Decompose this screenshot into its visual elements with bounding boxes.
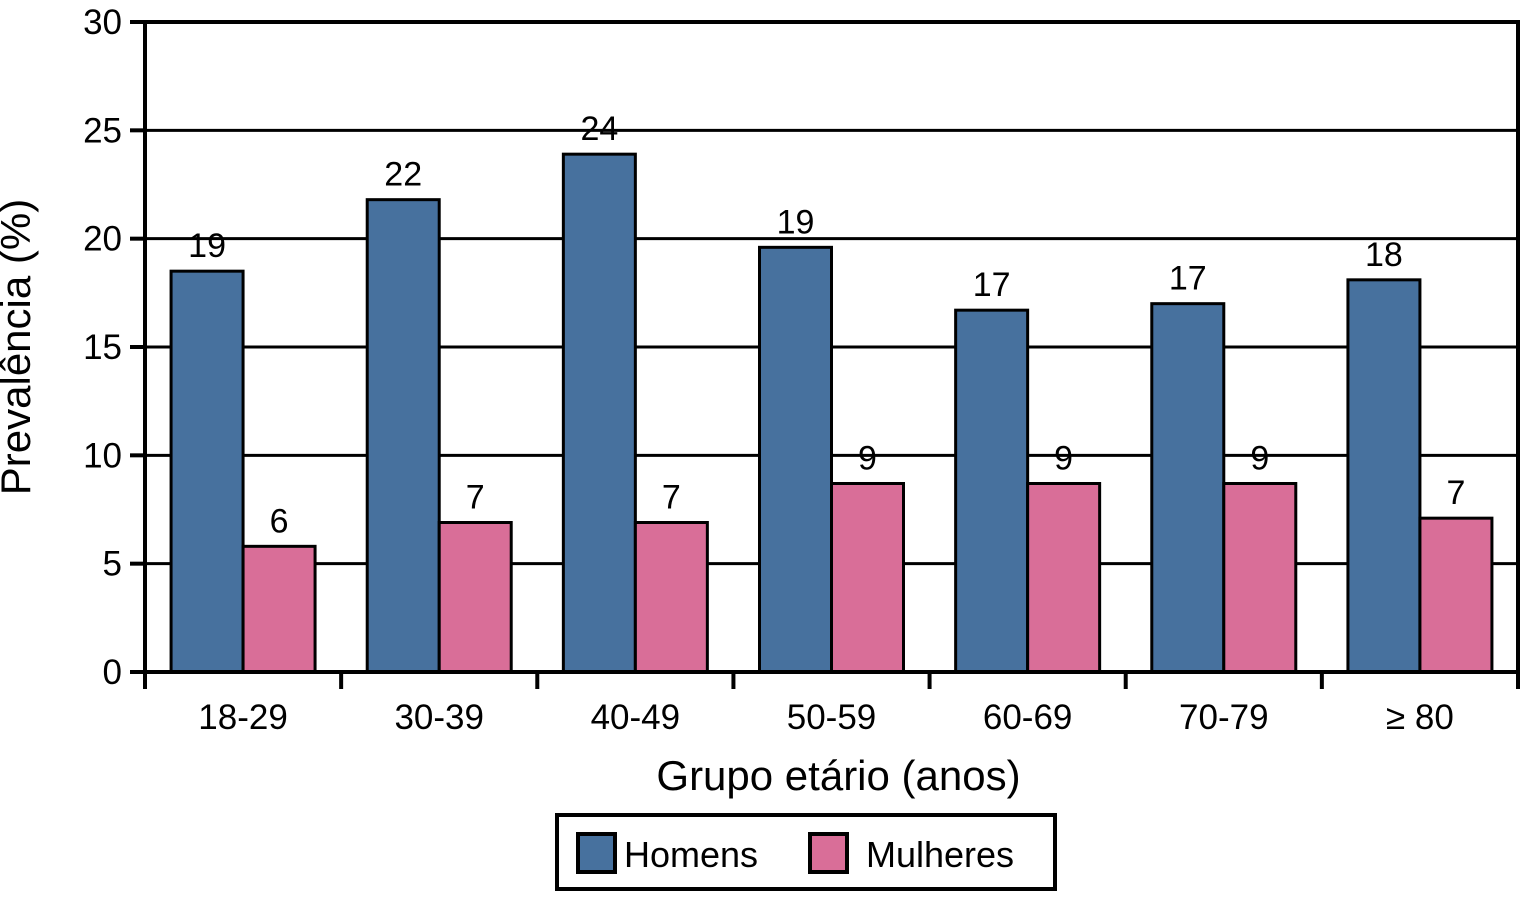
legend-swatch-homens: [576, 832, 617, 874]
bar-value-label: 17: [1169, 260, 1207, 298]
legend-label-homens: Homens: [624, 834, 758, 875]
bar-mulheres-50-59: [830, 482, 905, 674]
bar-homens-18-29: [169, 269, 245, 674]
bar-value-label: 7: [1446, 474, 1465, 512]
bar-value-label: 17: [973, 266, 1011, 304]
bar-value-label: 22: [384, 156, 422, 194]
bar-value-label: 9: [858, 440, 877, 478]
x-tick-label: 30-39: [394, 698, 484, 737]
y-tick-label: 5: [103, 545, 122, 584]
x-axis-title: Grupo etário (anos): [656, 752, 1020, 799]
bar-homens-50-59: [758, 245, 833, 674]
bar-value-label: 19: [777, 203, 815, 241]
bar-mulheres-30-39: [437, 521, 513, 674]
plot-border: [143, 20, 1520, 674]
bar-value-label: 6: [270, 502, 289, 540]
bar-mulheres-40-49: [633, 521, 709, 674]
bar-homens-≥ 80: [1346, 278, 1422, 674]
bar-value-label: 18: [1365, 236, 1403, 274]
legend-swatch-mulheres: [808, 832, 849, 874]
y-tick-label: 10: [83, 436, 122, 475]
bar-homens-70-79: [1150, 302, 1226, 674]
bar-mulheres-≥ 80: [1418, 516, 1494, 674]
x-tick-label: 50-59: [787, 698, 877, 737]
x-tick-label: 60-69: [983, 698, 1073, 737]
y-tick-label: 20: [83, 220, 122, 259]
bar-mulheres-70-79: [1222, 482, 1298, 674]
x-tick-label: 40-49: [591, 698, 681, 737]
y-tick-label: 25: [83, 111, 122, 150]
bar-value-label: 9: [1250, 440, 1269, 478]
bar-homens-30-39: [365, 198, 441, 674]
bar-homens-40-49: [561, 152, 637, 674]
legend-box: [555, 813, 1057, 891]
bar-value-label: 9: [1054, 440, 1073, 478]
x-tick-label: ≥ 80: [1386, 698, 1454, 737]
x-tick-label: 18-29: [198, 698, 288, 737]
x-tick-label: 70-79: [1179, 698, 1269, 737]
bar-value-label: 19: [188, 227, 226, 265]
y-tick-label: 30: [83, 3, 122, 42]
y-tick-label: 15: [83, 328, 122, 367]
bar-value-label: 7: [662, 479, 681, 517]
bar-value-label: 24: [580, 110, 618, 148]
y-axis-title: Prevalência (%): [0, 199, 39, 495]
bar-mulheres-60-69: [1026, 482, 1102, 674]
y-tick-label: 0: [103, 653, 122, 692]
bar-homens-60-69: [954, 308, 1030, 674]
bar-mulheres-18-29: [241, 544, 317, 674]
bar-value-label: 7: [466, 479, 485, 517]
legend-label-mulheres: Mulheres: [866, 834, 1014, 875]
